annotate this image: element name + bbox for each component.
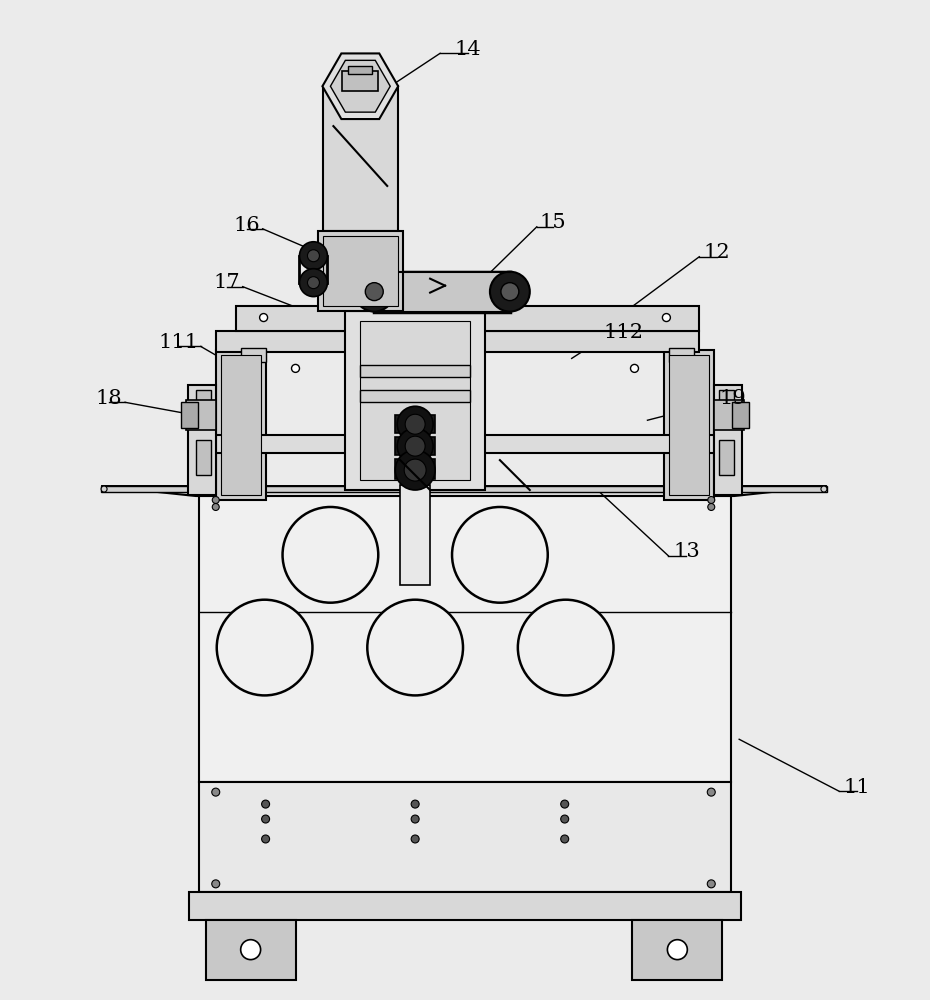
Polygon shape: [101, 486, 827, 496]
Circle shape: [308, 250, 319, 262]
Bar: [360, 365, 470, 377]
Circle shape: [212, 497, 219, 503]
Polygon shape: [180, 402, 198, 428]
Circle shape: [708, 503, 715, 510]
Circle shape: [212, 503, 219, 510]
Circle shape: [397, 406, 433, 442]
Bar: [235, 306, 699, 331]
Polygon shape: [101, 486, 827, 492]
Circle shape: [518, 600, 614, 695]
Circle shape: [259, 314, 268, 322]
Circle shape: [708, 880, 715, 888]
Bar: [395, 437, 435, 455]
Circle shape: [662, 314, 671, 322]
Circle shape: [561, 800, 568, 808]
Circle shape: [561, 815, 568, 823]
Bar: [719, 390, 734, 425]
Circle shape: [405, 436, 425, 456]
Circle shape: [821, 486, 827, 492]
Bar: [216, 350, 266, 500]
Bar: [324, 86, 398, 231]
Circle shape: [397, 428, 433, 464]
Bar: [318, 231, 404, 311]
Bar: [342, 71, 379, 91]
Bar: [395, 459, 435, 479]
Bar: [719, 440, 734, 475]
Bar: [241, 348, 266, 362]
Circle shape: [561, 835, 568, 843]
Text: 11: 11: [844, 778, 870, 797]
Circle shape: [411, 835, 419, 843]
Circle shape: [261, 815, 270, 823]
Polygon shape: [732, 402, 750, 428]
Bar: [220, 355, 260, 495]
Circle shape: [395, 450, 435, 490]
Text: 13: 13: [673, 542, 699, 561]
Polygon shape: [186, 400, 216, 430]
Circle shape: [708, 497, 715, 503]
Circle shape: [241, 940, 260, 960]
Circle shape: [354, 272, 394, 312]
Bar: [196, 440, 211, 475]
Circle shape: [405, 414, 425, 434]
Bar: [216, 435, 714, 453]
Circle shape: [261, 835, 270, 843]
Circle shape: [283, 507, 379, 603]
Text: 111: 111: [159, 333, 199, 352]
Bar: [670, 348, 695, 362]
Circle shape: [501, 283, 519, 301]
Circle shape: [299, 269, 327, 297]
Circle shape: [299, 242, 327, 270]
Bar: [349, 66, 372, 74]
Circle shape: [365, 283, 383, 301]
Bar: [324, 236, 398, 306]
Circle shape: [367, 600, 463, 695]
Circle shape: [411, 800, 419, 808]
Bar: [400, 485, 430, 585]
Circle shape: [452, 507, 548, 603]
Text: 15: 15: [539, 213, 566, 232]
Circle shape: [490, 272, 530, 312]
Bar: [670, 355, 710, 495]
Circle shape: [308, 277, 319, 289]
Text: 17: 17: [213, 273, 240, 292]
Text: 12: 12: [704, 243, 731, 262]
Bar: [199, 493, 731, 782]
Circle shape: [212, 788, 219, 796]
Bar: [714, 385, 742, 495]
Circle shape: [217, 600, 312, 695]
Bar: [345, 311, 485, 490]
Circle shape: [668, 940, 687, 960]
Bar: [360, 321, 470, 480]
Text: 16: 16: [233, 216, 260, 235]
Polygon shape: [714, 400, 744, 430]
Bar: [360, 390, 470, 402]
Bar: [196, 390, 211, 425]
Bar: [664, 350, 714, 500]
Circle shape: [212, 880, 219, 888]
Circle shape: [411, 815, 419, 823]
Text: 18: 18: [96, 389, 123, 408]
Bar: [216, 331, 699, 352]
Circle shape: [101, 486, 107, 492]
Bar: [188, 385, 216, 495]
Polygon shape: [330, 60, 391, 112]
Circle shape: [405, 459, 426, 481]
Circle shape: [631, 364, 639, 372]
Text: 14: 14: [455, 40, 482, 59]
Circle shape: [708, 788, 715, 796]
Bar: [395, 415, 435, 433]
Text: 19: 19: [720, 389, 747, 408]
Bar: [374, 272, 510, 312]
Bar: [632, 920, 723, 980]
Polygon shape: [323, 53, 398, 119]
Bar: [199, 782, 731, 892]
Text: 112: 112: [604, 323, 644, 342]
Bar: [189, 892, 741, 920]
Circle shape: [291, 364, 299, 372]
Circle shape: [261, 800, 270, 808]
Bar: [206, 920, 296, 980]
